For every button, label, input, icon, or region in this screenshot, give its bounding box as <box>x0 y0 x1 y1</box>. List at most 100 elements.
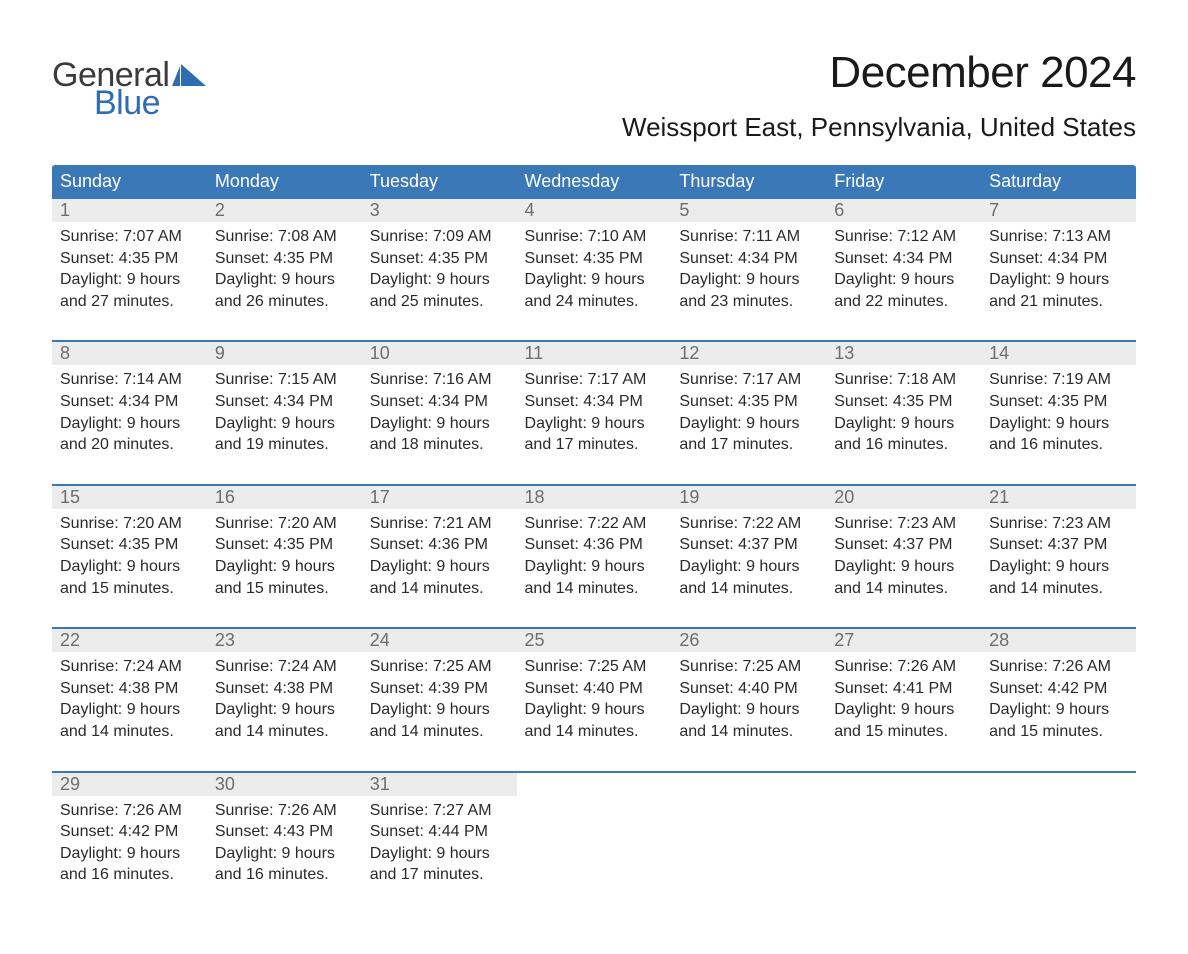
day-number-row: 891011121314 <box>52 342 1136 365</box>
daylight-line: Daylight: 9 hours and 16 minutes. <box>989 413 1128 456</box>
daylight-line: Daylight: 9 hours and 14 minutes. <box>60 699 199 742</box>
day-data-cell: Sunrise: 7:23 AMSunset: 4:37 PMDaylight:… <box>981 509 1136 628</box>
day-number-cell: 25 <box>517 629 672 652</box>
day-number-cell: 24 <box>362 629 517 652</box>
daylight-line: Daylight: 9 hours and 14 minutes. <box>370 699 509 742</box>
sunrise-line: Sunrise: 7:23 AM <box>989 513 1128 535</box>
day-number-cell: 1 <box>52 199 207 222</box>
day-data-row: Sunrise: 7:07 AMSunset: 4:35 PMDaylight:… <box>52 222 1136 341</box>
daylight-line: Daylight: 9 hours and 17 minutes. <box>370 843 509 886</box>
day-number-cell: 19 <box>671 486 826 509</box>
sunset-line: Sunset: 4:35 PM <box>60 534 199 556</box>
day-data-cell: Sunrise: 7:24 AMSunset: 4:38 PMDaylight:… <box>207 652 362 771</box>
sunrise-line: Sunrise: 7:13 AM <box>989 226 1128 248</box>
daylight-line: Daylight: 9 hours and 14 minutes. <box>679 699 818 742</box>
daylight-line: Daylight: 9 hours and 14 minutes. <box>525 699 664 742</box>
sunrise-line: Sunrise: 7:25 AM <box>370 656 509 678</box>
sunset-line: Sunset: 4:41 PM <box>834 678 973 700</box>
daylight-line: Daylight: 9 hours and 18 minutes. <box>370 413 509 456</box>
day-data-cell: Sunrise: 7:24 AMSunset: 4:38 PMDaylight:… <box>52 652 207 771</box>
sunset-line: Sunset: 4:34 PM <box>989 248 1128 270</box>
sunset-line: Sunset: 4:37 PM <box>989 534 1128 556</box>
day-number-cell: 21 <box>981 486 1136 509</box>
sunset-line: Sunset: 4:36 PM <box>525 534 664 556</box>
day-data-cell: Sunrise: 7:21 AMSunset: 4:36 PMDaylight:… <box>362 509 517 628</box>
daylight-line: Daylight: 9 hours and 15 minutes. <box>215 556 354 599</box>
page-header: General Blue December 2024 Weissport Eas… <box>52 40 1136 159</box>
day-number-cell: 11 <box>517 342 672 365</box>
day-data-cell: Sunrise: 7:17 AMSunset: 4:35 PMDaylight:… <box>671 365 826 484</box>
day-data-cell: Sunrise: 7:26 AMSunset: 4:42 PMDaylight:… <box>981 652 1136 771</box>
day-data-cell: Sunrise: 7:08 AMSunset: 4:35 PMDaylight:… <box>207 222 362 341</box>
day-number-cell: 15 <box>52 486 207 509</box>
day-number-cell: 10 <box>362 342 517 365</box>
daylight-line: Daylight: 9 hours and 22 minutes. <box>834 269 973 312</box>
day-number-cell: 9 <box>207 342 362 365</box>
day-data-cell: Sunrise: 7:22 AMSunset: 4:36 PMDaylight:… <box>517 509 672 628</box>
sunset-line: Sunset: 4:44 PM <box>370 821 509 843</box>
day-number-row: 15161718192021 <box>52 486 1136 509</box>
day-header: Friday <box>826 165 981 199</box>
day-data-cell: Sunrise: 7:10 AMSunset: 4:35 PMDaylight:… <box>517 222 672 341</box>
daylight-line: Daylight: 9 hours and 16 minutes. <box>215 843 354 886</box>
day-number-cell <box>517 773 672 796</box>
day-data-row: Sunrise: 7:20 AMSunset: 4:35 PMDaylight:… <box>52 509 1136 628</box>
daylight-line: Daylight: 9 hours and 23 minutes. <box>679 269 818 312</box>
daylight-line: Daylight: 9 hours and 15 minutes. <box>834 699 973 742</box>
day-data-cell: Sunrise: 7:27 AMSunset: 4:44 PMDaylight:… <box>362 796 517 914</box>
day-number-cell: 5 <box>671 199 826 222</box>
daylight-line: Daylight: 9 hours and 14 minutes. <box>525 556 664 599</box>
sunrise-line: Sunrise: 7:25 AM <box>525 656 664 678</box>
sunset-line: Sunset: 4:36 PM <box>370 534 509 556</box>
day-number-cell: 18 <box>517 486 672 509</box>
day-data-cell <box>981 796 1136 914</box>
daylight-line: Daylight: 9 hours and 14 minutes. <box>679 556 818 599</box>
sunrise-line: Sunrise: 7:15 AM <box>215 369 354 391</box>
sunset-line: Sunset: 4:35 PM <box>989 391 1128 413</box>
sunset-line: Sunset: 4:35 PM <box>525 248 664 270</box>
day-data-cell: Sunrise: 7:26 AMSunset: 4:41 PMDaylight:… <box>826 652 981 771</box>
day-header-row: Sunday Monday Tuesday Wednesday Thursday… <box>52 165 1136 199</box>
daylight-line: Daylight: 9 hours and 19 minutes. <box>215 413 354 456</box>
day-data-cell: Sunrise: 7:15 AMSunset: 4:34 PMDaylight:… <box>207 365 362 484</box>
sunset-line: Sunset: 4:34 PM <box>834 248 973 270</box>
day-data-cell: Sunrise: 7:16 AMSunset: 4:34 PMDaylight:… <box>362 365 517 484</box>
day-number-cell: 22 <box>52 629 207 652</box>
day-data-cell: Sunrise: 7:23 AMSunset: 4:37 PMDaylight:… <box>826 509 981 628</box>
day-number-cell: 14 <box>981 342 1136 365</box>
sunrise-line: Sunrise: 7:27 AM <box>370 800 509 822</box>
sunrise-line: Sunrise: 7:12 AM <box>834 226 973 248</box>
day-number-cell: 29 <box>52 773 207 796</box>
day-data-cell: Sunrise: 7:25 AMSunset: 4:40 PMDaylight:… <box>671 652 826 771</box>
sunrise-line: Sunrise: 7:14 AM <box>60 369 199 391</box>
sunrise-line: Sunrise: 7:17 AM <box>679 369 818 391</box>
day-data-cell: Sunrise: 7:26 AMSunset: 4:42 PMDaylight:… <box>52 796 207 914</box>
daylight-line: Daylight: 9 hours and 16 minutes. <box>834 413 973 456</box>
day-number-cell: 8 <box>52 342 207 365</box>
sunset-line: Sunset: 4:39 PM <box>370 678 509 700</box>
sunrise-line: Sunrise: 7:22 AM <box>525 513 664 535</box>
sunrise-line: Sunrise: 7:09 AM <box>370 226 509 248</box>
sunrise-line: Sunrise: 7:11 AM <box>679 226 818 248</box>
sunset-line: Sunset: 4:34 PM <box>60 391 199 413</box>
day-number-cell <box>826 773 981 796</box>
daylight-line: Daylight: 9 hours and 17 minutes. <box>525 413 664 456</box>
day-number-cell: 27 <box>826 629 981 652</box>
sunrise-line: Sunrise: 7:07 AM <box>60 226 199 248</box>
daylight-line: Daylight: 9 hours and 24 minutes. <box>525 269 664 312</box>
sunrise-line: Sunrise: 7:26 AM <box>60 800 199 822</box>
daylight-line: Daylight: 9 hours and 14 minutes. <box>989 556 1128 599</box>
sunset-line: Sunset: 4:35 PM <box>679 391 818 413</box>
day-number-cell: 16 <box>207 486 362 509</box>
sunrise-line: Sunrise: 7:22 AM <box>679 513 818 535</box>
sunset-line: Sunset: 4:43 PM <box>215 821 354 843</box>
day-data-cell: Sunrise: 7:25 AMSunset: 4:40 PMDaylight:… <box>517 652 672 771</box>
day-number-cell: 12 <box>671 342 826 365</box>
day-data-cell: Sunrise: 7:14 AMSunset: 4:34 PMDaylight:… <box>52 365 207 484</box>
day-number-cell: 3 <box>362 199 517 222</box>
sunset-line: Sunset: 4:35 PM <box>215 534 354 556</box>
month-title: December 2024 <box>622 48 1136 98</box>
sunrise-line: Sunrise: 7:20 AM <box>215 513 354 535</box>
sunrise-line: Sunrise: 7:24 AM <box>215 656 354 678</box>
day-header: Monday <box>207 165 362 199</box>
